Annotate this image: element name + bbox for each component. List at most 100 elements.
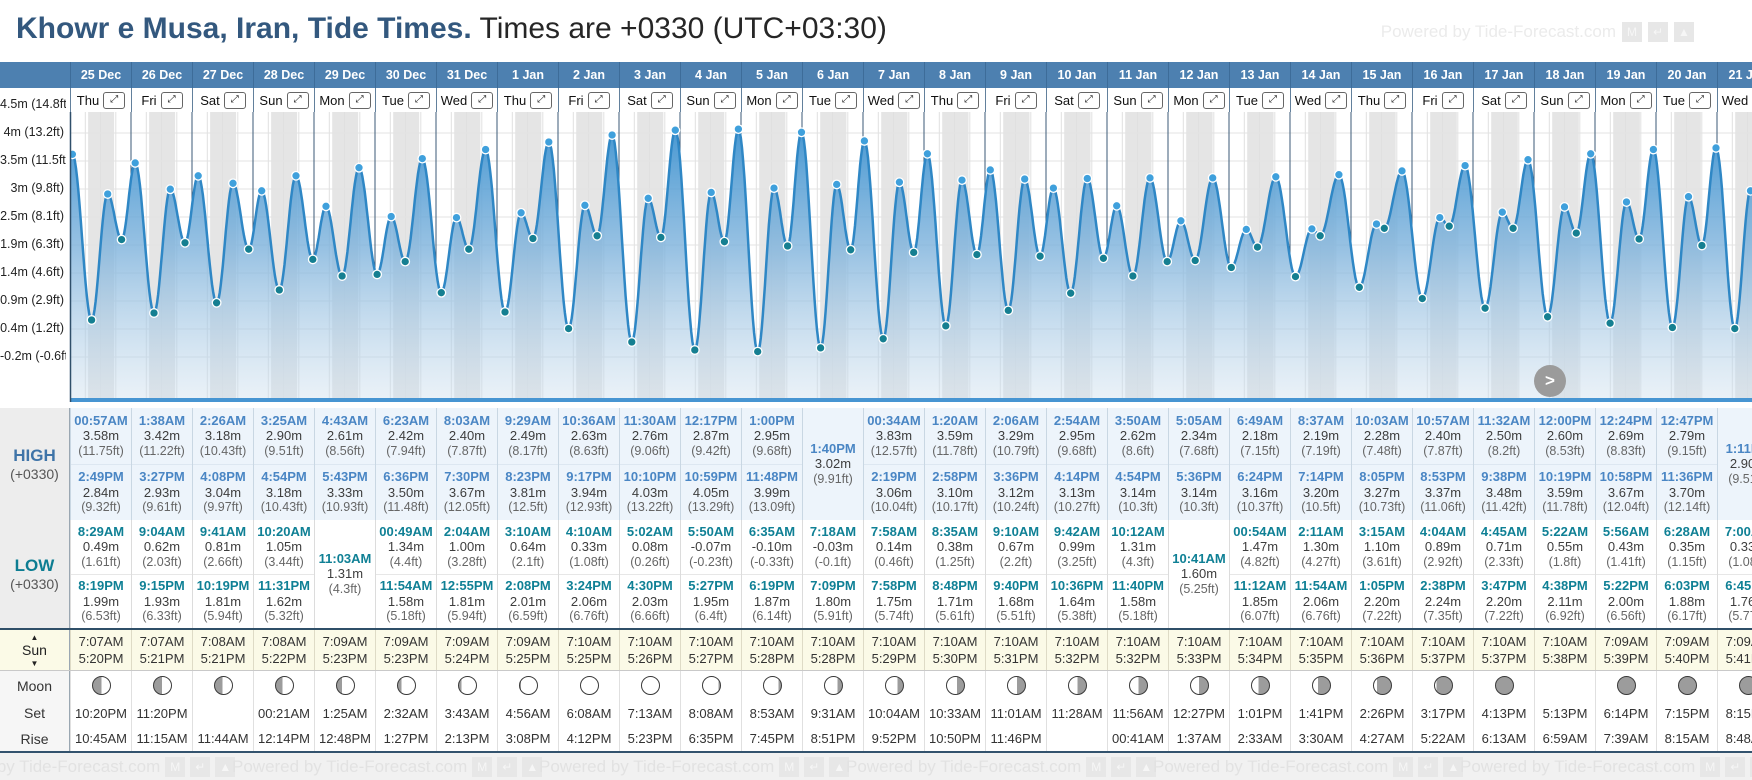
set-label: Set (23, 705, 45, 721)
weekday-cell: Thu ⤢ (497, 88, 558, 112)
low-tide-cell: 2:04AM 1.00m (3.28ft) 12:55PM 1.81m (5.94ft) (436, 520, 497, 628)
low-tide-entry: 8:29AM 0.49m (1.61ft) (71, 520, 131, 574)
expand-day-button[interactable]: ⤢ (1504, 91, 1527, 109)
low-tide-cell: 9:42AM 0.99m (3.25ft) 10:36PM 1.64m (5.38ft) (1046, 520, 1107, 628)
expand-day-button[interactable]: ⤢ (407, 91, 430, 109)
tide-height-ft: (6.76ft) (1301, 609, 1341, 623)
tide-height-m: 0.49m (82, 539, 120, 554)
tide-time: 4:54PM (261, 469, 307, 484)
low-tide-cell: 9:41AM 0.81m (2.66ft) 10:19PM 1.81m (5.94ft) (192, 520, 253, 628)
expand-day-button[interactable]: ⤢ (1441, 91, 1464, 109)
tide-time: 5:22AM (1541, 523, 1589, 539)
moon-phase-cell (863, 671, 924, 700)
weekday-cell: Thu ⤢ (70, 88, 131, 112)
tide-height-m: 2.28m (1363, 428, 1401, 443)
tide-height-m: 1.76m (1729, 593, 1752, 609)
expand-day-button[interactable]: ⤢ (1384, 91, 1407, 109)
tide-height-ft: (9.51ft) (1728, 471, 1752, 486)
tide-height-m: 2.20m (1485, 593, 1523, 609)
sunrise-icon: ▲ (30, 632, 39, 642)
expand-day-button[interactable]: ⤢ (957, 91, 980, 109)
watermark-logo-icon: M (1622, 22, 1642, 42)
tide-height-ft: (6.92ft) (1545, 609, 1585, 623)
tide-time: 3:47PM (1481, 578, 1527, 593)
low-tide-entry: 3:24PM 2.06m (6.76ft) (559, 573, 619, 629)
expand-day-button[interactable]: ⤢ (834, 91, 857, 109)
low-tide-entry: 5:02AM 0.08m (0.26ft) (620, 520, 680, 574)
tide-time: 9:15PM (139, 578, 185, 593)
sunset-time: 5:37PM (1481, 651, 1527, 666)
moon-phase-icon (762, 676, 782, 695)
high-tide-cell: 4:43AM 2.61m (8.56ft) 5:43PM 3.33m (10.93ft) (314, 408, 375, 520)
sun-times-cell: 7:07AM 5:21PM (131, 630, 192, 670)
tide-height-m: 1.81m (448, 593, 486, 609)
next-page-button[interactable]: > (1534, 365, 1566, 397)
weekday-label: Sat (200, 92, 220, 108)
low-tide-cell: 4:10AM 0.33m (1.08ft) 3:24PM 2.06m (6.76ft) (558, 520, 619, 628)
watermark-arrow-icon: ↵ (1725, 757, 1746, 777)
high-tide-entry: 12:24PM 2.69m (8.83ft) (1596, 408, 1656, 464)
expand-day-button[interactable]: ⤢ (1325, 91, 1348, 109)
tide-height-ft: (5.32ft) (264, 609, 304, 623)
tide-height-m: 0.55m (1546, 539, 1584, 554)
low-tz-label: (+0330) (10, 576, 59, 592)
tide-time: 4:54PM (1115, 469, 1161, 484)
sunrise-time: 7:10AM (1176, 634, 1222, 649)
expand-day-button[interactable]: ⤢ (713, 91, 736, 109)
low-tide-entry: 10:19PM 1.81m (5.94ft) (193, 573, 253, 629)
tide-height-ft: (7.22ft) (1484, 609, 1524, 623)
high-tide-entry: 3:50AM 2.62m (8.6ft) (1108, 408, 1168, 464)
tide-height-m: 3.94m (570, 484, 608, 500)
expand-day-button[interactable]: ⤢ (160, 91, 183, 109)
expand-day-button[interactable]: ⤢ (471, 91, 494, 109)
tide-height-m: 1.93m (143, 593, 181, 609)
tide-height-ft: (11.75ft) (78, 443, 124, 458)
sun-times-cell: 7:09AM 5:40PM (1656, 630, 1717, 670)
expand-day-button[interactable]: ⤢ (1014, 91, 1037, 109)
tide-height-m: 1.47m (1241, 539, 1279, 554)
tide-height-ft: (7.15ft) (1240, 443, 1280, 458)
expand-day-button[interactable]: ⤢ (286, 91, 309, 109)
expand-day-button[interactable]: ⤢ (898, 91, 921, 109)
weekday-cell: Sun ⤢ (1534, 88, 1595, 112)
expand-day-button[interactable]: ⤢ (775, 91, 798, 109)
tide-time: 12:00PM (1538, 412, 1592, 428)
expand-day-button[interactable]: ⤢ (1077, 91, 1100, 109)
high-tide-entry: 11:30AM 2.76m (9.06ft) (620, 408, 680, 464)
low-tide-entry: 00:54AM 1.47m (4.82ft) (1230, 520, 1290, 574)
low-tide-cell: 4:45AM 0.71m (2.33ft) 3:47PM 2.20m (7.22ft) (1473, 520, 1534, 628)
expand-day-button[interactable]: ⤢ (650, 91, 673, 109)
expand-day-button[interactable]: ⤢ (1202, 91, 1225, 109)
expand-day-button[interactable]: ⤢ (1567, 91, 1590, 109)
tide-height-ft: (5.18ft) (1118, 609, 1158, 623)
expand-day-button[interactable]: ⤢ (348, 91, 371, 109)
moon-phase-cell (131, 671, 192, 700)
sunrise-time: 7:09AM (1664, 634, 1710, 649)
expand-day-button[interactable]: ⤢ (1261, 91, 1284, 109)
expand-day-button[interactable]: ⤢ (530, 91, 553, 109)
watermark-text: Powered by Tide-Forecast.com (0, 757, 161, 776)
date-cell: 31 Dec (436, 62, 497, 88)
weekday-label: Sun (259, 92, 283, 108)
expand-day-button[interactable]: ⤢ (1629, 91, 1652, 109)
date-cell: 4 Jan (680, 62, 741, 88)
expand-day-button[interactable]: ⤢ (587, 91, 610, 109)
expand-day-button[interactable]: ⤢ (223, 91, 246, 109)
moonset-time-cell: 2:26PM (1351, 700, 1412, 726)
tide-height-m: 3.29m (997, 428, 1035, 443)
tide-height-m: 2.87m (692, 428, 730, 443)
sun-times-cell: 7:08AM 5:22PM (253, 630, 314, 670)
tide-height-m: 0.81m (204, 539, 242, 554)
high-tide-entry: 8:23PM 3.81m (12.5ft) (498, 463, 558, 521)
high-tz-label: (+0330) (10, 466, 59, 482)
tide-time: 7:14PM (1298, 469, 1344, 484)
high-tide-cell: 1:00PM 2.95m (9.68ft) 11:48PM 3.99m (13.09ft) (741, 408, 802, 520)
expand-day-button[interactable]: ⤢ (1688, 91, 1711, 109)
expand-day-button[interactable]: ⤢ (1140, 91, 1163, 109)
tide-height-ft: (6.56ft) (1606, 609, 1646, 623)
expand-day-button[interactable]: ⤢ (103, 91, 126, 109)
low-tide-entry: 7:58PM 1.75m (5.74ft) (864, 573, 924, 629)
moon-phase-cell (192, 671, 253, 700)
